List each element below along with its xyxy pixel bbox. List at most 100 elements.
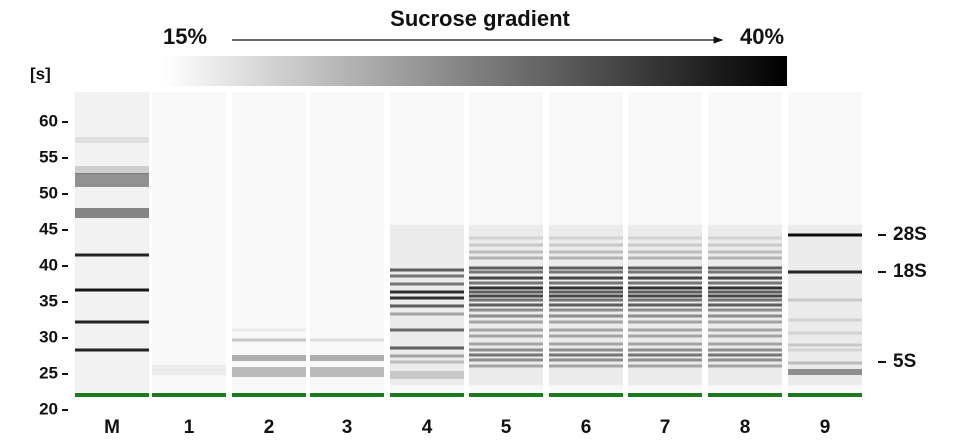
band xyxy=(708,270,782,274)
band xyxy=(788,233,862,237)
band xyxy=(549,303,623,307)
axis-unit: [s] xyxy=(30,64,51,83)
band xyxy=(469,353,543,357)
band xyxy=(788,331,862,335)
band xyxy=(390,312,464,316)
band xyxy=(469,243,543,247)
band xyxy=(390,328,464,332)
y-tick-label: 55 xyxy=(39,147,58,166)
band xyxy=(628,342,702,346)
band xyxy=(469,256,543,260)
band xyxy=(549,364,623,368)
band xyxy=(390,371,464,379)
lane-background xyxy=(549,92,623,392)
band xyxy=(469,364,543,368)
band xyxy=(469,303,543,307)
band xyxy=(549,348,623,352)
baseline xyxy=(152,393,226,397)
band xyxy=(75,173,149,187)
band xyxy=(390,290,464,294)
lane: 9 xyxy=(788,92,862,438)
band xyxy=(708,348,782,352)
band xyxy=(152,365,226,375)
baseline xyxy=(75,393,149,397)
band xyxy=(628,294,702,298)
band xyxy=(628,243,702,247)
band xyxy=(75,253,149,257)
band xyxy=(788,343,862,347)
lane-background xyxy=(628,92,702,392)
baseline xyxy=(549,393,623,397)
band xyxy=(549,270,623,274)
band xyxy=(788,361,862,365)
lane-label: 3 xyxy=(342,417,353,438)
lane-label: 4 xyxy=(422,417,433,438)
y-tick-label: 45 xyxy=(39,219,58,238)
band xyxy=(708,298,782,302)
band xyxy=(708,308,782,312)
band xyxy=(549,314,623,318)
baseline xyxy=(232,393,306,397)
band xyxy=(469,320,543,324)
band xyxy=(628,328,702,332)
lane: 5 xyxy=(469,92,543,438)
band xyxy=(628,308,702,312)
lane-smear xyxy=(788,225,862,385)
band xyxy=(708,250,782,254)
band xyxy=(708,364,782,368)
baseline xyxy=(708,393,782,397)
band xyxy=(628,364,702,368)
band xyxy=(788,298,862,302)
band xyxy=(310,355,384,361)
marker-label: 18S xyxy=(893,261,927,282)
baseline xyxy=(788,393,862,397)
marker-label: 5S xyxy=(893,351,916,372)
band xyxy=(708,281,782,285)
y-tick-label: 30 xyxy=(39,327,58,346)
band xyxy=(549,286,623,290)
band xyxy=(708,236,782,240)
band xyxy=(549,342,623,346)
band xyxy=(708,286,782,290)
band xyxy=(469,348,543,352)
band xyxy=(788,318,862,322)
lane: 7 xyxy=(628,92,702,438)
band xyxy=(75,320,149,324)
band xyxy=(788,369,862,375)
band xyxy=(549,308,623,312)
lane-label: 6 xyxy=(581,417,592,438)
band xyxy=(549,243,623,247)
band xyxy=(708,303,782,307)
band xyxy=(549,236,623,240)
band xyxy=(390,282,464,286)
lane-background xyxy=(469,92,543,392)
band xyxy=(75,348,149,352)
lane-label: 9 xyxy=(820,417,831,438)
lane-label: 7 xyxy=(660,417,671,438)
band xyxy=(708,320,782,324)
band xyxy=(549,281,623,285)
band xyxy=(469,328,543,332)
lane: 2 xyxy=(232,92,306,438)
band xyxy=(469,290,543,294)
band xyxy=(390,354,464,358)
lane-label: 8 xyxy=(740,417,751,438)
lane-background xyxy=(232,92,306,392)
band xyxy=(628,276,702,280)
band xyxy=(708,314,782,318)
band xyxy=(628,353,702,357)
marker-label: 28S xyxy=(893,224,927,245)
band xyxy=(390,296,464,300)
band xyxy=(75,288,149,292)
band xyxy=(628,270,702,274)
band xyxy=(549,256,623,260)
lane-label: 1 xyxy=(184,417,195,438)
band xyxy=(549,358,623,362)
band xyxy=(469,334,543,338)
band xyxy=(469,308,543,312)
band xyxy=(549,353,623,357)
band xyxy=(628,286,702,290)
baseline xyxy=(628,393,702,397)
lane-label: 5 xyxy=(501,417,512,438)
